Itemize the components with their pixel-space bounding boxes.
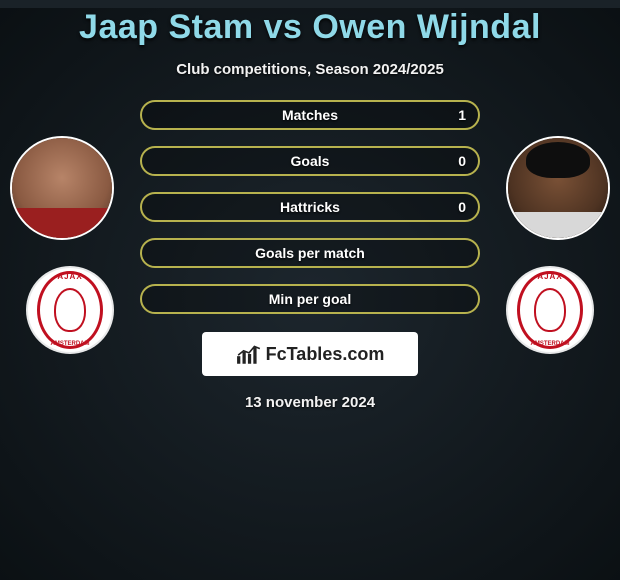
stat-right-value: 0: [458, 199, 466, 215]
stats-container: Matches 1 Goals 0 Hattricks 0 Goals per …: [140, 100, 480, 314]
club-text-top: AJAX: [537, 272, 562, 281]
player2-hair: [526, 142, 590, 178]
stat-row-hattricks: Hattricks 0: [140, 192, 480, 222]
player2-avatar: [506, 136, 610, 240]
stat-label: Min per goal: [269, 291, 351, 307]
stat-right-value: 0: [458, 153, 466, 169]
player1-club-badge: AJAX AMSTERDAM: [28, 268, 112, 352]
stat-right-value: 1: [458, 107, 466, 123]
ajax-head-icon: [534, 288, 566, 332]
bar-chart-icon: [236, 343, 262, 365]
ajax-crest-icon: AJAX AMSTERDAM: [37, 271, 103, 349]
stat-label: Goals: [291, 153, 330, 169]
content-root: Jaap Stam vs Owen Wijndal Club competiti…: [0, 8, 620, 411]
watermark-text: FcTables.com: [266, 344, 385, 365]
player2-club-badge: AJAX AMSTERDAM: [508, 268, 592, 352]
ajax-crest-icon: AJAX AMSTERDAM: [517, 271, 583, 349]
stat-row-goals-per-match: Goals per match: [140, 238, 480, 268]
date-text: 13 november 2024: [0, 394, 620, 411]
club-text-top: AJAX: [57, 272, 82, 281]
stat-label: Goals per match: [255, 245, 365, 261]
stat-label: Hattricks: [280, 199, 340, 215]
stat-label: Matches: [282, 107, 338, 123]
subtitle: Club competitions, Season 2024/2025: [0, 61, 620, 78]
page-title: Jaap Stam vs Owen Wijndal: [0, 8, 620, 47]
club-text-bottom: AMSTERDAM: [51, 341, 90, 347]
watermark-badge: FcTables.com: [202, 332, 418, 376]
player1-avatar: [10, 136, 114, 240]
club-text-bottom: AMSTERDAM: [531, 341, 570, 347]
stat-row-matches: Matches 1: [140, 100, 480, 130]
ajax-head-icon: [54, 288, 86, 332]
player1-shirt: [10, 208, 114, 240]
stat-row-goals: Goals 0: [140, 146, 480, 176]
stat-row-min-per-goal: Min per goal: [140, 284, 480, 314]
player2-shirt: [506, 212, 610, 240]
